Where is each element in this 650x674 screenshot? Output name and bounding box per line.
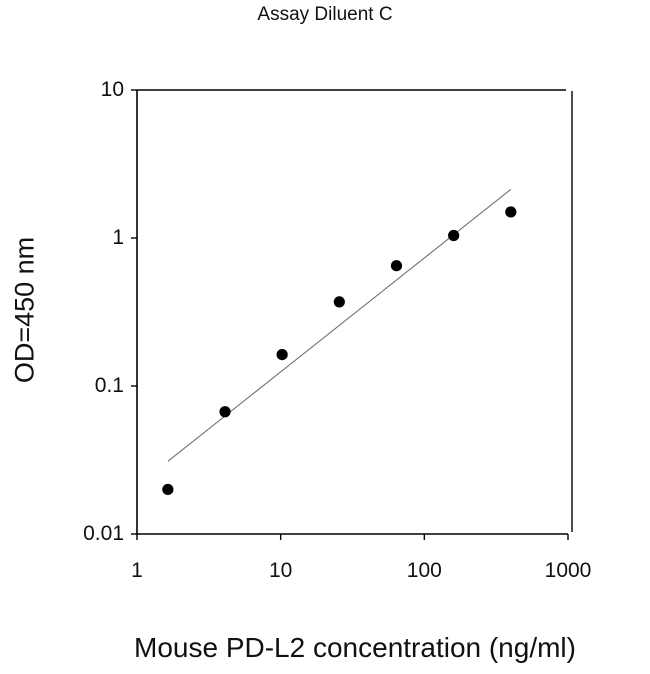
y-tick-label: 0.1	[94, 374, 124, 397]
y-tick-label: 0.01	[83, 522, 124, 545]
y-axis-label: OD=450 nm	[9, 236, 40, 384]
data-point	[276, 348, 288, 361]
chart-title: Assay Diluent C	[257, 4, 393, 25]
data-points	[162, 206, 517, 496]
data-point	[333, 296, 345, 308]
y-tick-label: 10	[100, 78, 124, 101]
axes	[131, 89, 573, 540]
y-tick-label: 1	[112, 226, 124, 249]
data-point	[448, 229, 460, 242]
data-point	[505, 206, 517, 218]
x-tick-label: 1	[131, 559, 143, 582]
fit-line-segment	[167, 188, 512, 462]
data-point	[390, 260, 403, 272]
x-tick-label: 100	[406, 559, 442, 582]
x-tick-label: 10	[268, 559, 293, 582]
data-point	[219, 406, 231, 418]
data-point	[162, 483, 174, 496]
fit-line	[167, 188, 512, 462]
x-axis-label: Mouse PD-L2 concentration (ng/ml)	[134, 632, 576, 663]
x-tick-label: 1000	[544, 559, 592, 582]
